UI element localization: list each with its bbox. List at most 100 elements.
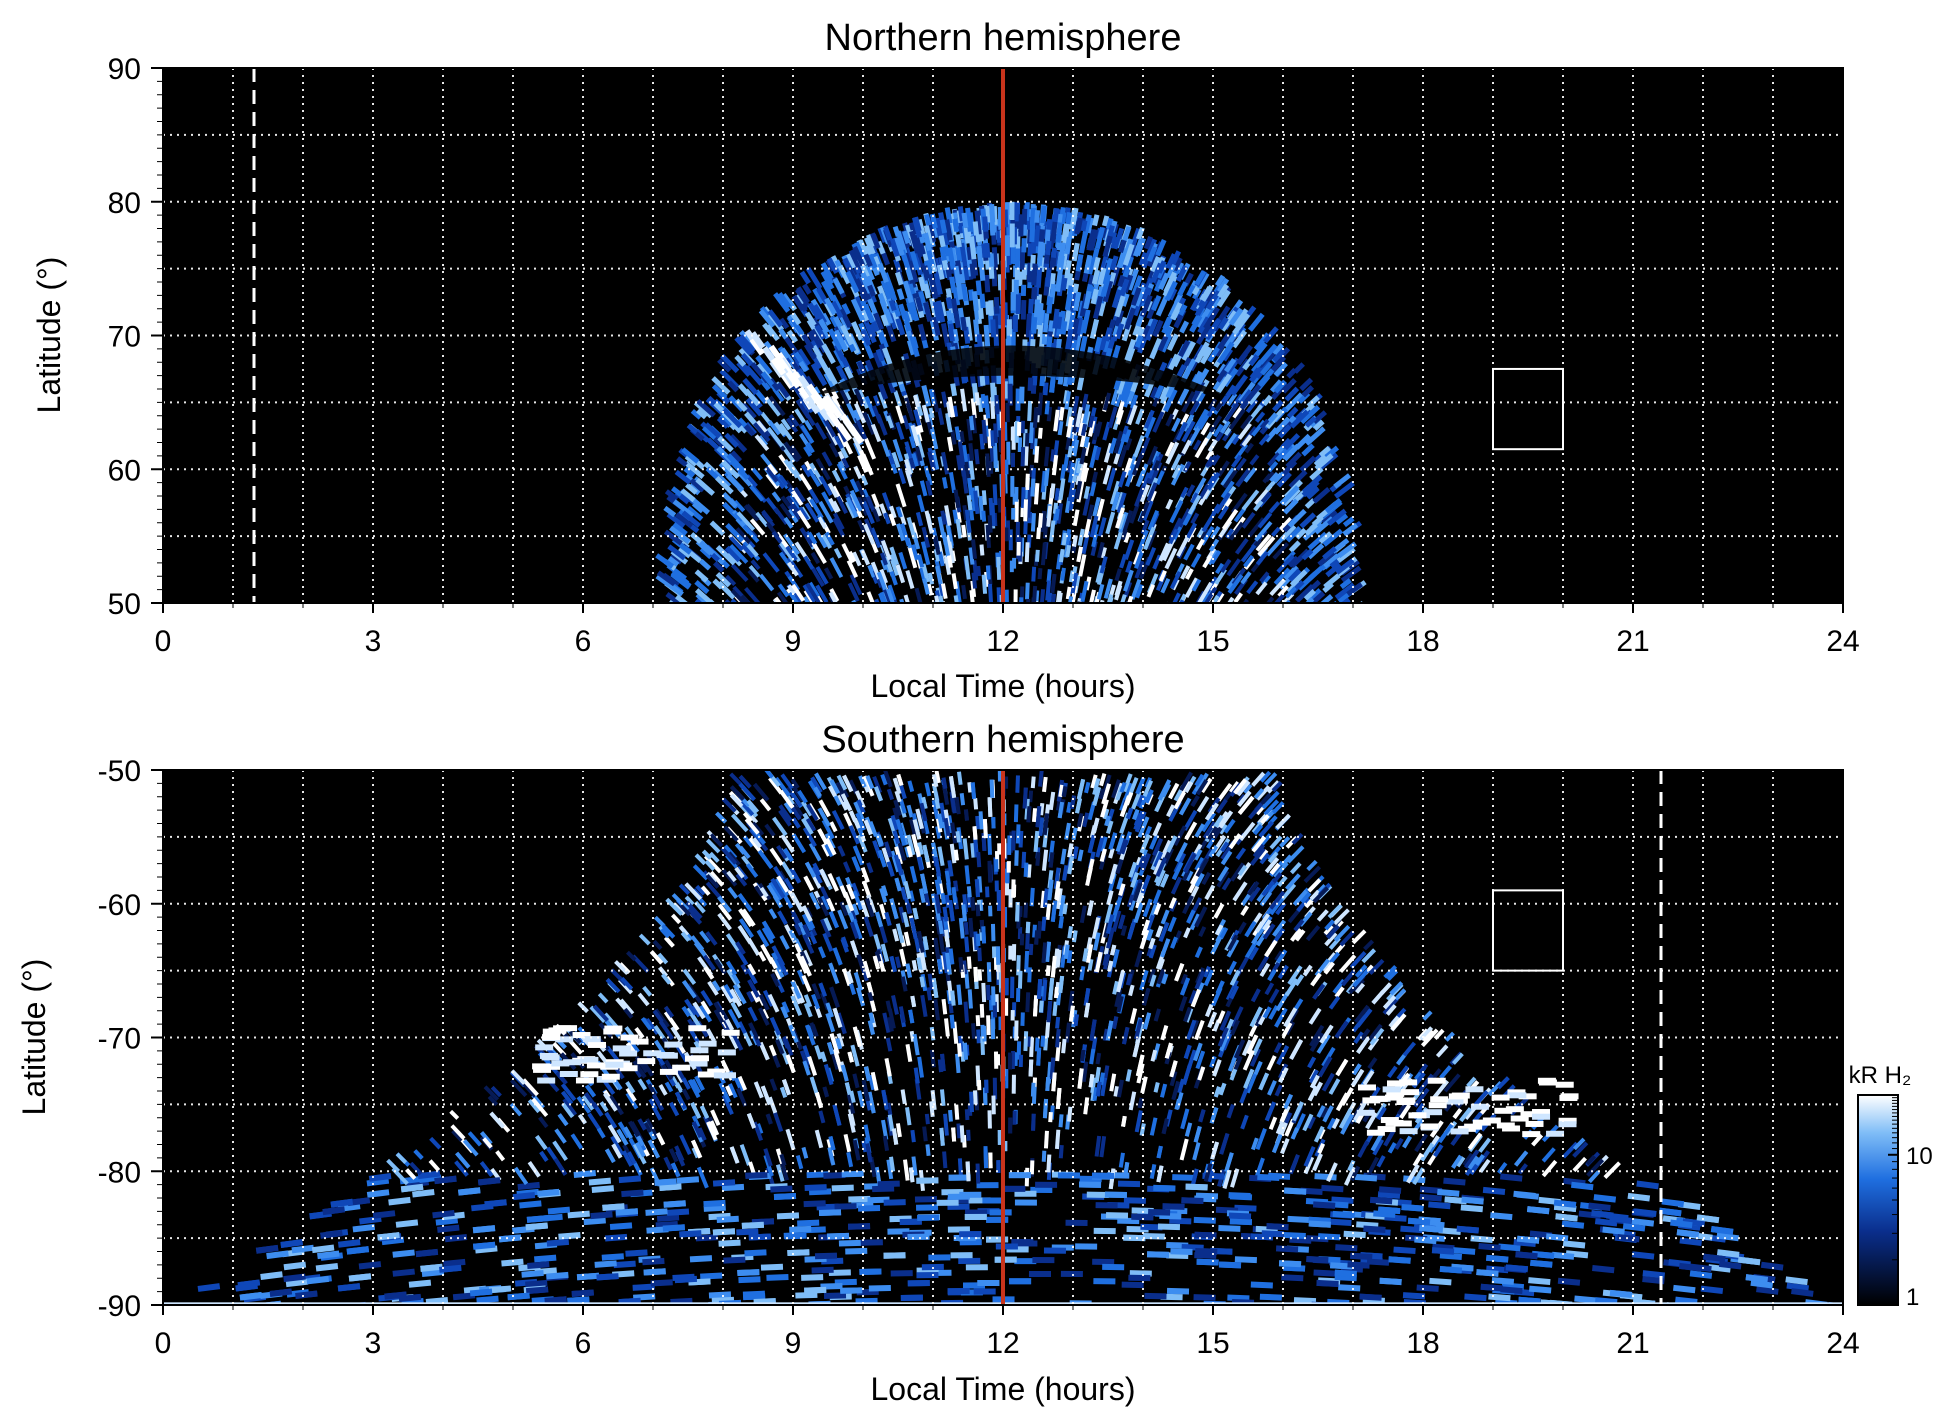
emission-streak: [1232, 308, 1249, 328]
emission-streak: [1010, 452, 1016, 467]
emission-streak: [1023, 446, 1029, 466]
emission-streak: [1276, 554, 1295, 574]
emission-streak: [676, 1176, 700, 1184]
emission-streak: [1466, 1076, 1477, 1088]
bright-arc-streak: [805, 396, 821, 415]
emission-streak: [1314, 453, 1334, 471]
emission-streak: [975, 815, 981, 830]
emission-streak: [1099, 773, 1107, 787]
emission-streak: [1207, 439, 1218, 453]
y-tick-label: 90: [108, 53, 141, 86]
emission-streak: [1224, 402, 1240, 422]
emission-streak: [911, 959, 918, 972]
emission-streak: [1056, 251, 1064, 272]
emission-streak: [857, 519, 866, 534]
x-tick-label: 24: [1826, 625, 1859, 658]
emission-streak: [1326, 1117, 1336, 1130]
emission-streak: [1004, 998, 1009, 1016]
emission-streak: [1279, 836, 1291, 848]
emission-streak: [1320, 1106, 1329, 1119]
emission-streak: [1091, 1036, 1098, 1053]
emission-streak: [1176, 536, 1190, 557]
emission-streak: [890, 243, 900, 258]
emission-streak: [1050, 573, 1057, 594]
emission-streak: [1277, 585, 1290, 598]
emission-streak: [1257, 596, 1275, 603]
emission-streak: [1278, 424, 1292, 439]
emission-streak: [992, 441, 998, 465]
emission-streak: [1285, 586, 1297, 599]
emission-streak: [911, 452, 919, 467]
emission-streak: [711, 384, 728, 400]
emission-streak: [955, 279, 964, 300]
emission-streak: [903, 1159, 910, 1181]
emission-streak: [947, 328, 955, 342]
emission-streak: [1042, 888, 1049, 908]
emission-streak: [906, 516, 917, 540]
emission-streak: [664, 1081, 674, 1093]
emission-streak: [968, 442, 975, 461]
emission-streak: [1170, 302, 1183, 321]
emission-streak: [802, 1060, 811, 1076]
emission-streak: [975, 280, 983, 296]
emission-streak: [693, 400, 713, 419]
emission-streak: [731, 1032, 744, 1051]
emission-streak: [956, 454, 963, 471]
emission-streak: [767, 309, 784, 328]
bright-arc-streak: [750, 331, 766, 350]
emission-streak: [1248, 390, 1261, 406]
emission-streak: [940, 583, 948, 599]
emission-streak: [716, 416, 730, 429]
emission-streak: [658, 1083, 668, 1096]
emission-streak: [1160, 1024, 1169, 1041]
emission-streak: [927, 451, 936, 472]
emission-streak: [725, 1085, 733, 1097]
emission-streak: [1065, 1219, 1088, 1226]
emission-streak: [1354, 1173, 1378, 1182]
emission-streak: [742, 524, 760, 543]
emission-streak: [1258, 849, 1269, 861]
emission-streak: [889, 546, 900, 566]
emission-streak: [900, 976, 908, 992]
emission-streak: [833, 547, 843, 559]
emission-streak: [730, 589, 748, 603]
emission-streak: [853, 971, 864, 992]
emission-streak: [879, 552, 888, 566]
emission-streak: [752, 422, 771, 443]
emission-streak: [1170, 453, 1182, 471]
emission-streak: [933, 548, 941, 562]
emission-streak: [695, 477, 715, 496]
emission-streak: [260, 1271, 283, 1280]
emission-streak: [800, 464, 812, 478]
emission-streak: [1115, 507, 1126, 529]
emission-streak: [1027, 377, 1034, 392]
emission-streak: [1060, 277, 1068, 291]
emission-streak: [1027, 400, 1033, 422]
emission-streak: [1054, 487, 1060, 501]
emission-streak: [922, 578, 930, 595]
emission-streak: [889, 570, 898, 586]
emission-streak: [1197, 341, 1210, 359]
emission-streak: [1036, 527, 1041, 540]
emission-streak: [853, 388, 865, 405]
emission-streak: [1145, 318, 1159, 341]
emission-streak: [653, 915, 666, 928]
emission-streak: [747, 569, 760, 583]
emission-streak: [1241, 1039, 1253, 1057]
emission-streak: [1083, 436, 1090, 448]
emission-streak: [1192, 1142, 1201, 1161]
emission-streak: [1642, 1270, 1666, 1279]
emission-streak: [898, 551, 908, 570]
emission-streak: [1279, 592, 1295, 603]
emission-streak: [1061, 532, 1068, 546]
emission-streak: [894, 846, 903, 865]
emission-streak: [1011, 508, 1016, 520]
emission-streak: [1130, 578, 1142, 600]
emission-streak: [1013, 804, 1019, 823]
emission-streak: [815, 584, 829, 603]
emission-streak: [881, 492, 892, 511]
emission-streak: [1050, 247, 1058, 258]
emission-streak: [1054, 508, 1060, 521]
emission-streak: [983, 324, 991, 349]
emission-streak: [1144, 789, 1154, 804]
